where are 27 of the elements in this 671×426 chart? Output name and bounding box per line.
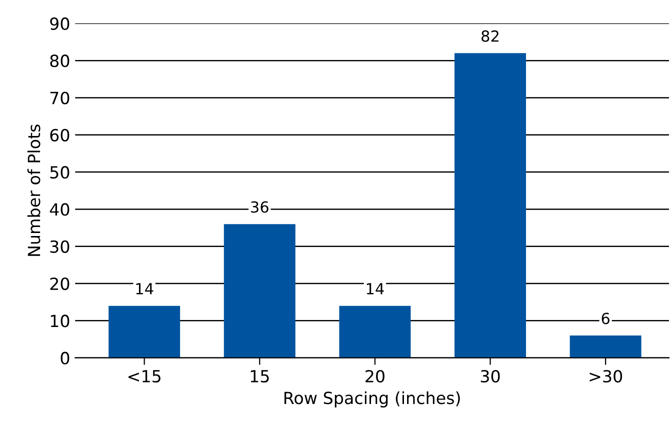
y-tick-label: 90 (50, 17, 70, 30)
x-tick-label: 20 (366, 370, 384, 383)
x-tick-label: 15 (250, 370, 269, 383)
data-label: 82 (482, 30, 498, 42)
bar (570, 336, 642, 358)
y-tick-label: 70 (50, 92, 70, 104)
y-tick-label: 50 (50, 166, 70, 179)
y-tick-label: 40 (50, 203, 70, 216)
bar (454, 53, 526, 358)
data-label: 36 (251, 201, 268, 213)
y-axis-title: Number of Plots (27, 124, 40, 256)
y-tick-label: 80 (50, 54, 70, 68)
data-label: 14 (366, 283, 384, 294)
y-tick-label: 60 (50, 128, 70, 142)
x-tick-label: >30 (590, 370, 622, 383)
y-tick-label: 0 (60, 352, 70, 364)
y-tick-label: 20 (50, 277, 70, 290)
bar (108, 306, 180, 358)
y-tick-label: 30 (50, 240, 70, 253)
bar (224, 224, 296, 358)
y-tick-label: 10 (50, 314, 70, 328)
x-tick-label: <15 (128, 370, 160, 383)
data-label: 6 (602, 312, 610, 324)
bar (339, 306, 411, 358)
x-tick-label: 30 (480, 370, 500, 383)
data-label: 14 (136, 283, 154, 294)
x-axis-title: Row Spacing (inches) (284, 391, 460, 408)
